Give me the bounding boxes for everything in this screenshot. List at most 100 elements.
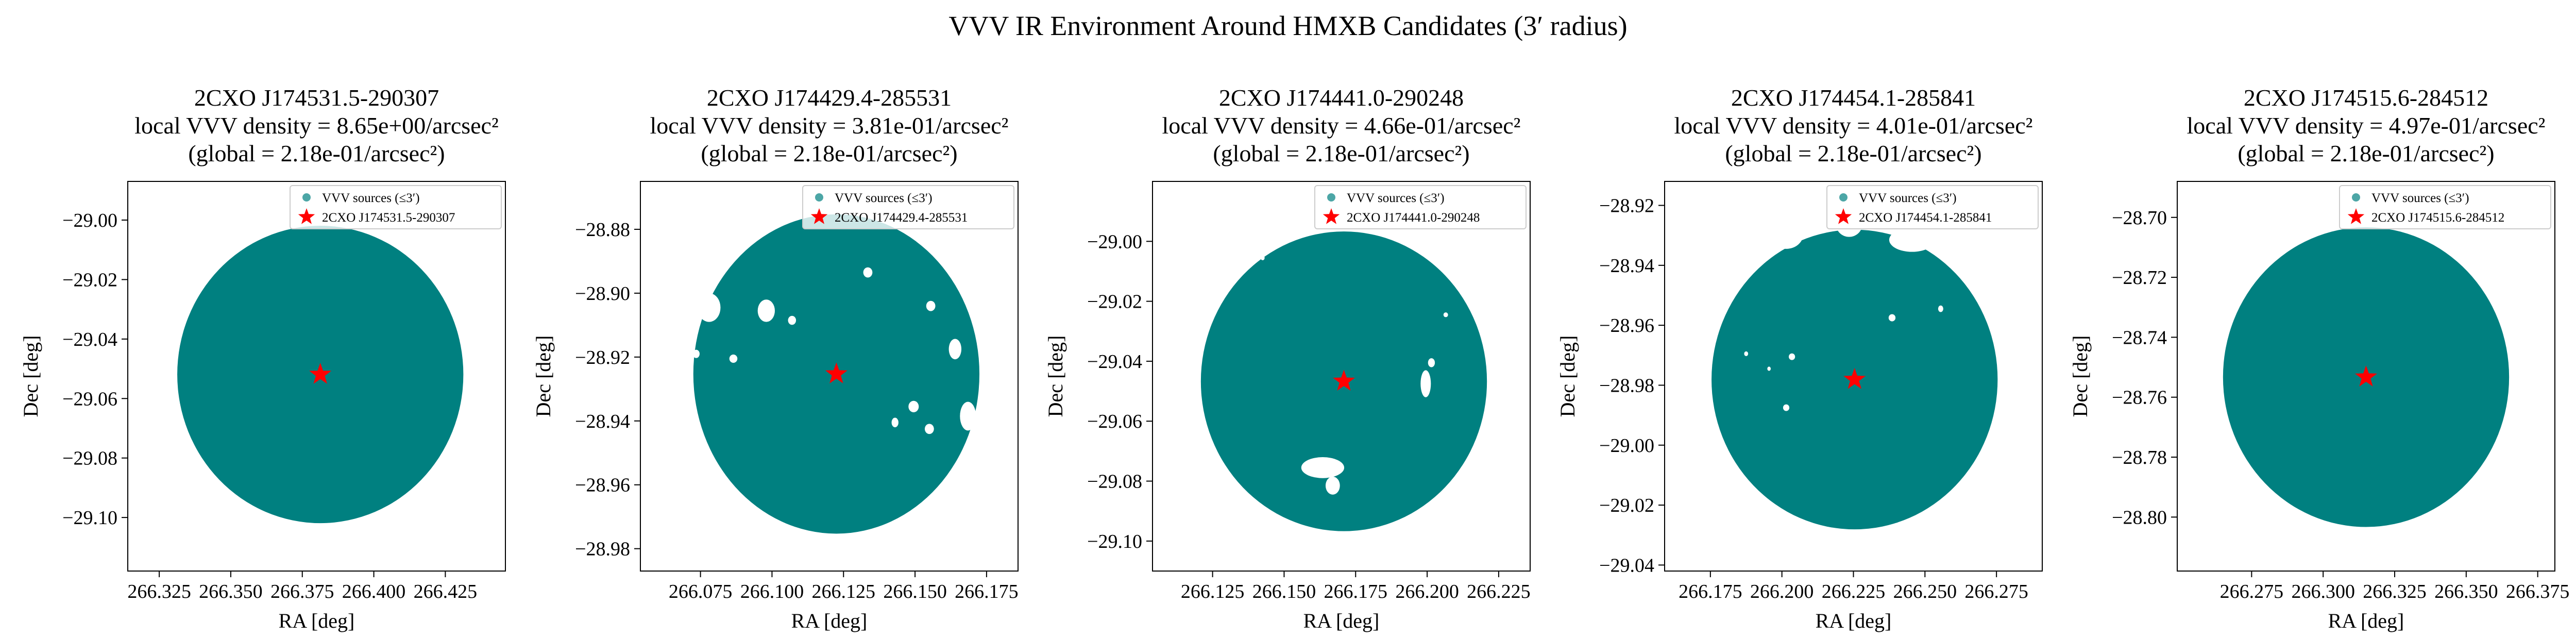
source-void xyxy=(1443,312,1448,317)
x-tick-label: 266.125 xyxy=(812,581,876,602)
source-void xyxy=(960,401,976,431)
legend-vvv-marker xyxy=(1327,193,1335,202)
x-tick-label: 266.325 xyxy=(127,581,191,602)
x-axis-label: RA [deg] xyxy=(791,609,868,632)
legend-box xyxy=(1826,185,2039,229)
panel-title-line: (global = 2.18e-01/arcsec²) xyxy=(2238,140,2494,166)
legend-label-vvv-sources: VVV sources (≤3′) xyxy=(2371,191,2469,205)
y-tick-label: −28.96 xyxy=(575,475,630,496)
axes-frame xyxy=(640,181,1019,572)
source-void xyxy=(757,299,775,322)
x-tick-label: 266.200 xyxy=(1395,581,1459,602)
y-tick-label: −28.70 xyxy=(2112,207,2167,229)
hmxb-target-star-marker xyxy=(825,362,848,383)
x-tick-label: 266.150 xyxy=(883,581,947,602)
y-tick-label: −28.92 xyxy=(575,347,630,368)
source-void xyxy=(1991,322,1999,331)
x-tick-label: 266.375 xyxy=(270,581,334,602)
y-tick-label: −29.06 xyxy=(1087,411,1142,432)
source-void xyxy=(908,400,919,413)
x-tick-label: 266.100 xyxy=(740,581,804,602)
source-void xyxy=(1428,358,1435,367)
y-tick-label: −28.74 xyxy=(2112,327,2167,348)
x-tick-label: 266.200 xyxy=(1750,581,1814,602)
x-tick-label: 266.175 xyxy=(1324,581,1388,602)
panel-title-line: local VVV density = 4.01e-01/arcsec² xyxy=(1674,112,2033,139)
x-axis-label: RA [deg] xyxy=(279,609,355,632)
source-void xyxy=(1325,476,1340,495)
hmxb-target-star-marker xyxy=(309,362,332,384)
x-tick-label: 266.375 xyxy=(2506,581,2570,602)
source-void xyxy=(1938,305,1943,312)
panel-title-line: (global = 2.18e-01/arcsec²) xyxy=(1725,140,1981,166)
panel-title-line: 2CXO J174454.1-285841 xyxy=(1731,85,1976,111)
legend: VVV sources (≤3′) 2CXO J174515.6-284512 xyxy=(2339,185,2551,229)
legend-label-target: 2CXO J174429.4-285531 xyxy=(835,211,968,225)
panel-title-line: local VVV density = 4.97e-01/arcsec² xyxy=(2187,112,2546,139)
panel-title-line: 2CXO J174429.4-285531 xyxy=(707,85,952,111)
legend-label-target: 2CXO J174531.5-290307 xyxy=(322,211,455,225)
panel-title-line: 2CXO J174531.5-290307 xyxy=(194,85,439,111)
axes-frame xyxy=(2177,181,2555,572)
source-void xyxy=(1744,351,1749,357)
panel-title-line: (global = 2.18e-01/arcsec²) xyxy=(1213,140,1469,166)
y-tick-label: −28.78 xyxy=(2112,447,2167,468)
y-tick-label: −28.88 xyxy=(575,219,630,241)
x-tick-label: 266.300 xyxy=(2291,581,2355,602)
y-axis-label: Dec [deg] xyxy=(1044,336,1067,417)
x-tick-label: 266.250 xyxy=(1893,581,1957,602)
y-tick-label: −29.02 xyxy=(62,269,117,291)
legend-vvv-marker xyxy=(1839,193,1848,202)
y-tick-label: −28.98 xyxy=(575,539,630,560)
y-axis-label: Dec [deg] xyxy=(2069,336,2092,417)
x-axis-label: RA [deg] xyxy=(1816,609,1892,632)
source-void xyxy=(1789,353,1795,360)
x-tick-label: 266.400 xyxy=(342,581,406,602)
legend-label-vvv-sources: VVV sources (≤3′) xyxy=(1347,191,1445,205)
x-tick-label: 266.150 xyxy=(1252,581,1316,602)
y-tick-label: −29.02 xyxy=(1599,495,1654,516)
panel-2: 2CXO J174429.4-285531 local VVV density =… xyxy=(532,85,1019,632)
legend-box xyxy=(2339,185,2551,229)
x-tick-label: 266.225 xyxy=(1467,581,1531,602)
legend-box xyxy=(802,185,1014,229)
source-void xyxy=(1260,255,1265,260)
legend: VVV sources (≤3′) 2CXO J174441.0-290248 xyxy=(1314,185,1527,229)
axes-frame xyxy=(1152,181,1531,572)
panel-4: 2CXO J174454.1-285841 local VVV density =… xyxy=(1556,85,2043,632)
legend-label-target: 2CXO J174441.0-290248 xyxy=(1347,211,1480,225)
x-axis-label: RA [deg] xyxy=(1303,609,1380,632)
x-tick-label: 266.175 xyxy=(1679,581,1742,602)
y-tick-label: −28.92 xyxy=(1599,195,1654,217)
source-void xyxy=(729,354,738,363)
x-tick-label: 266.275 xyxy=(1964,581,2028,602)
hmxb-target-star-marker xyxy=(1333,370,1355,391)
legend-label-vvv-sources: VVV sources (≤3′) xyxy=(1859,191,1957,205)
y-tick-label: −29.04 xyxy=(1087,351,1142,373)
x-tick-label: 266.325 xyxy=(2363,581,2427,602)
panel-title-line: 2CXO J174515.6-284512 xyxy=(2244,85,2488,111)
y-tick-label: −28.94 xyxy=(1599,255,1654,277)
hmxb-target-star-marker xyxy=(1843,367,1866,389)
x-tick-label: 266.225 xyxy=(1822,581,1886,602)
x-tick-label: 266.275 xyxy=(2220,581,2284,602)
y-tick-label: −28.76 xyxy=(2112,387,2167,409)
legend-star-marker xyxy=(298,208,315,224)
source-void xyxy=(788,315,796,325)
legend-box xyxy=(1314,185,1527,229)
source-void xyxy=(698,293,721,322)
x-axis-label: RA [deg] xyxy=(2328,609,2404,632)
y-tick-label: −28.94 xyxy=(575,411,630,432)
axes-frame xyxy=(127,181,506,572)
x-tick-label: 266.125 xyxy=(1181,581,1245,602)
y-tick-label: −29.06 xyxy=(62,388,117,410)
legend: VVV sources (≤3′) 2CXO J174531.5-290307 xyxy=(290,185,502,229)
panel-title-line: (global = 2.18e-01/arcsec²) xyxy=(188,140,445,166)
y-tick-label: −29.10 xyxy=(1087,531,1142,552)
source-void xyxy=(924,424,934,434)
x-tick-label: 266.350 xyxy=(2434,581,2498,602)
x-tick-label: 266.425 xyxy=(414,581,478,602)
hmxb-target-star-marker xyxy=(2355,365,2377,387)
legend-vvv-marker xyxy=(2352,193,2360,202)
